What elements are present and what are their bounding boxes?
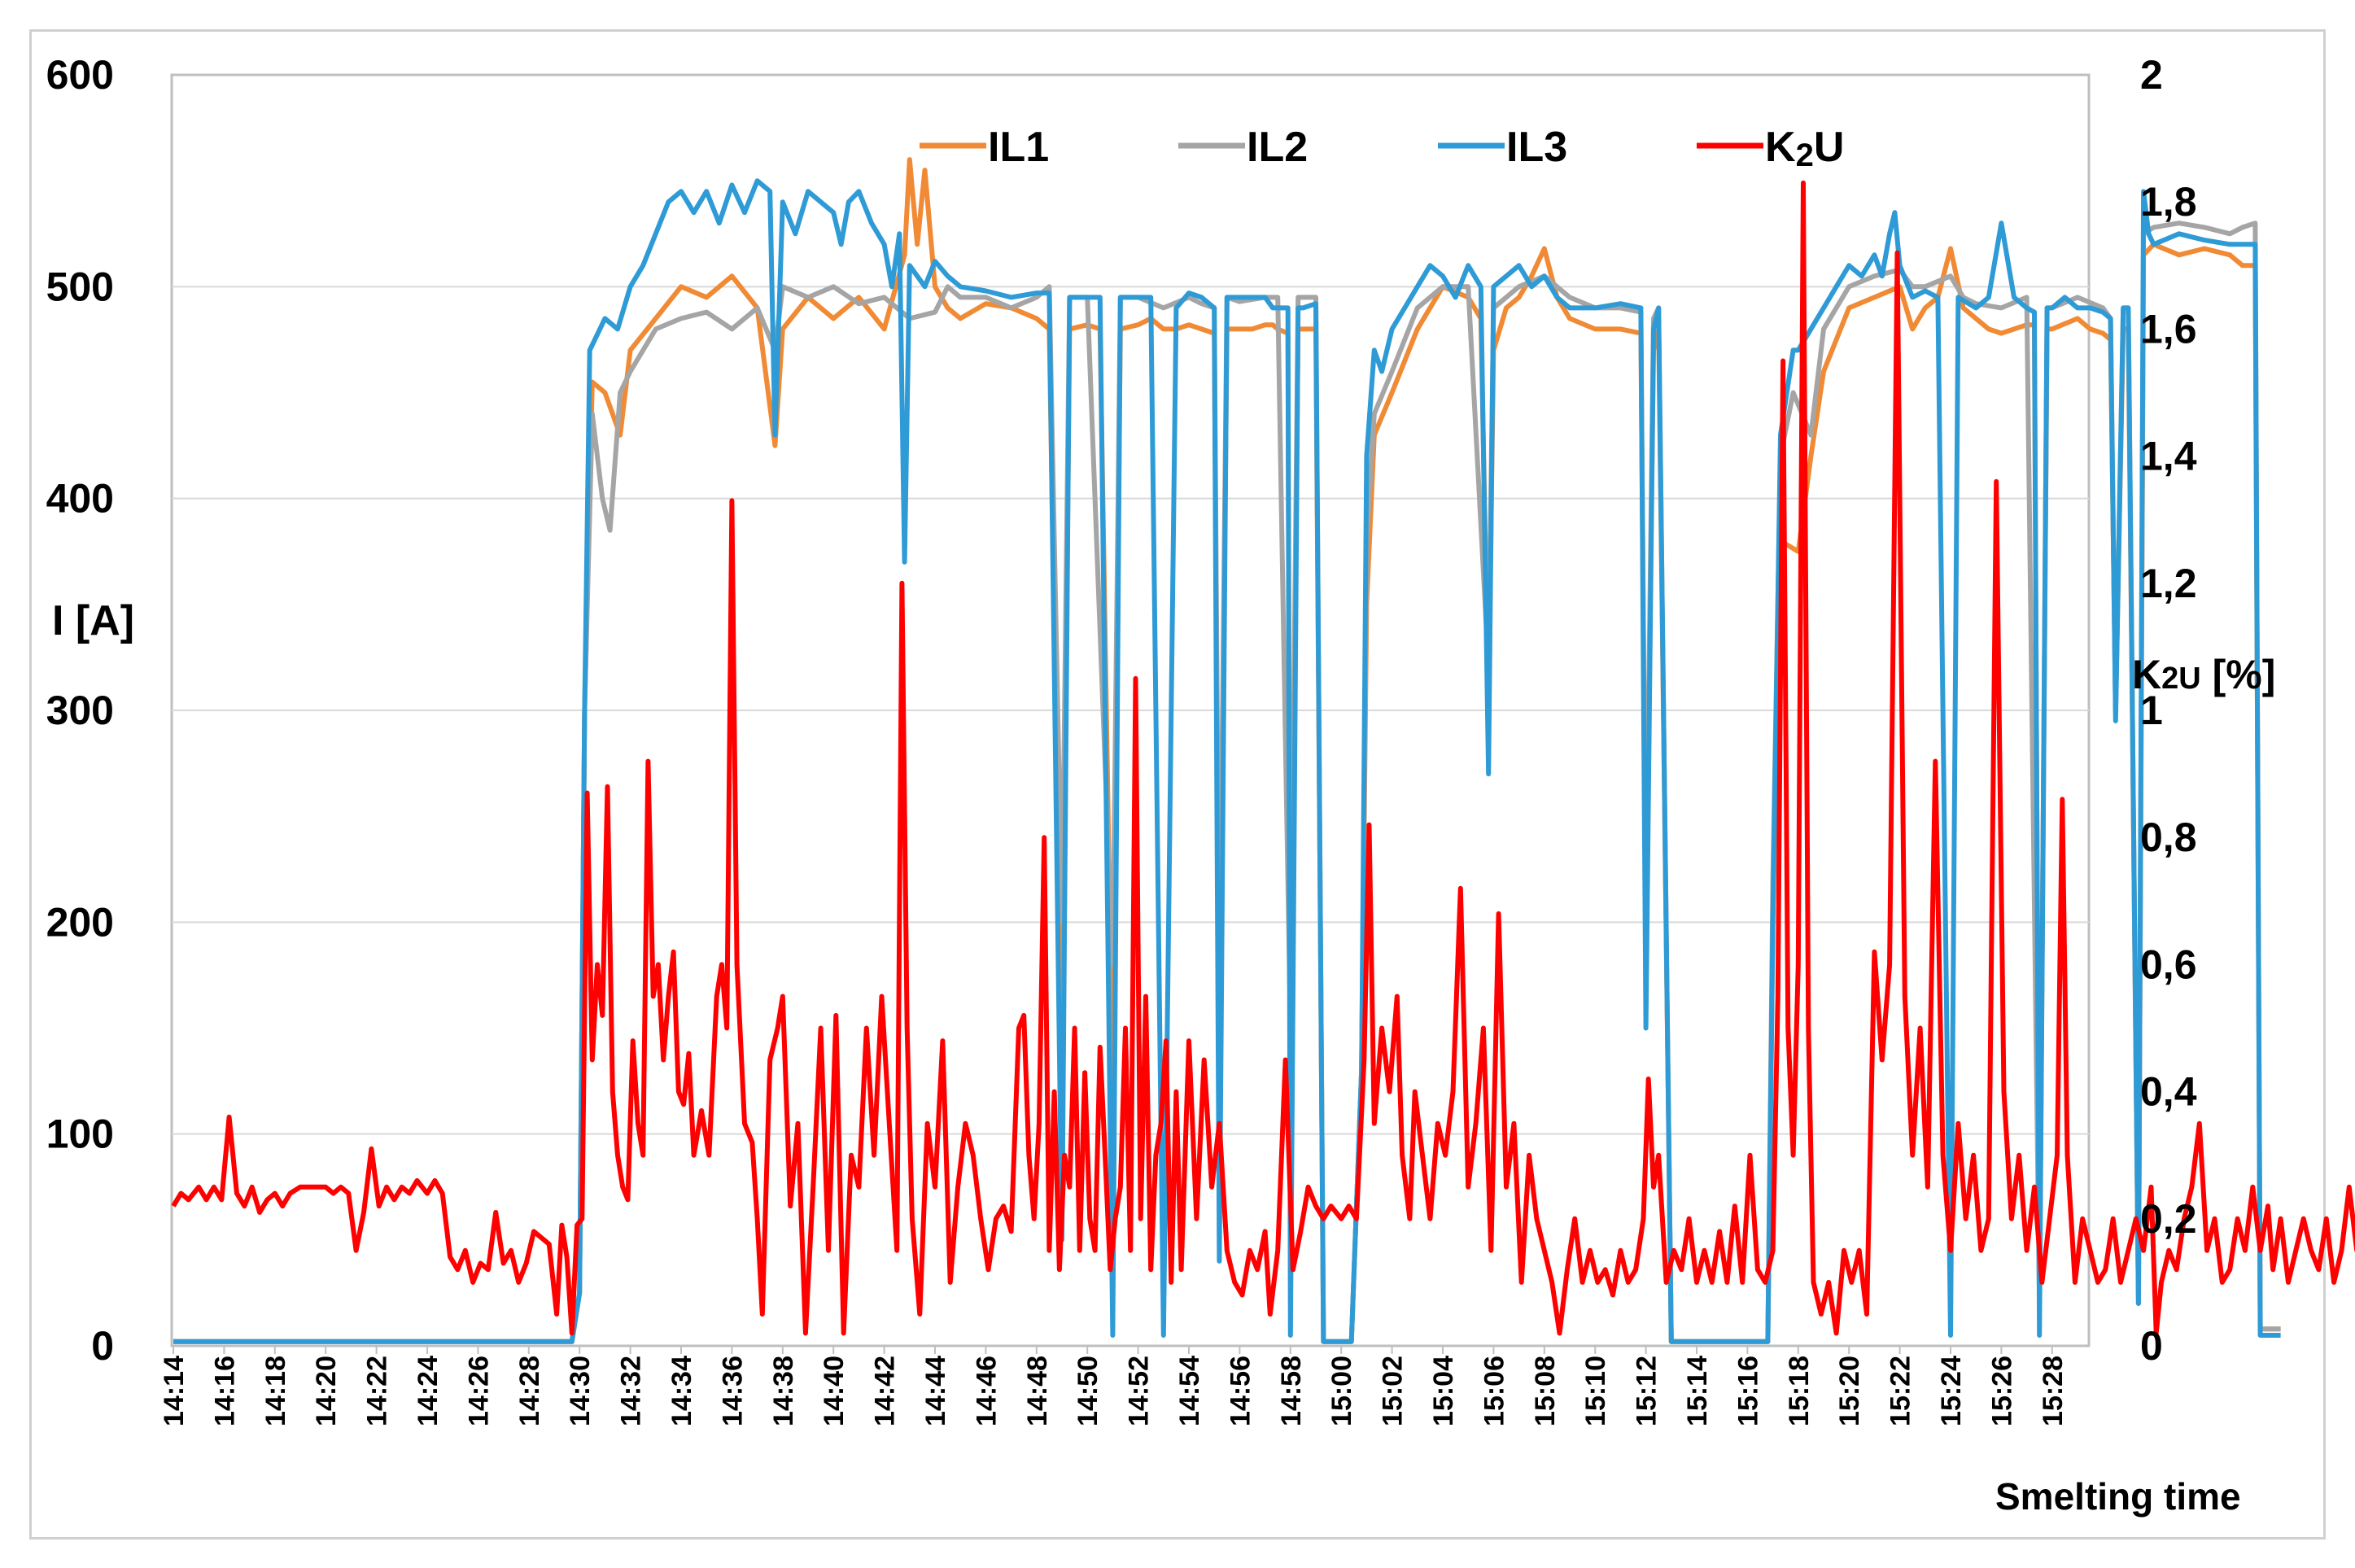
legend-label-k2u: K2U — [1765, 124, 1844, 173]
x-tick-label: 14:18 — [260, 1356, 291, 1426]
x-tick-label: 15:00 — [1326, 1356, 1357, 1426]
figure-frame — [29, 29, 2326, 1540]
y-right-tick-label: 0,6 — [2140, 941, 2197, 987]
x-tick-label: 14:14 — [159, 1356, 190, 1426]
x-tick-label: 14:26 — [463, 1356, 494, 1426]
y-right-tick-label: 2 — [2140, 52, 2163, 98]
x-tick-label: 14:30 — [565, 1356, 596, 1426]
x-tick-label: 15:06 — [1479, 1356, 1510, 1426]
y-left-tick-label: 500 — [46, 264, 114, 309]
x-axis-ticks: 14:14 14:16 14:18 14:20 14:22 14:24 14:26 14:28… — [159, 1346, 2069, 1426]
y-right-tick-label: 1,6 — [2140, 306, 2197, 352]
x-tick-label: 14:44 — [920, 1356, 951, 1426]
y-right-tick-label: 0 — [2140, 1323, 2163, 1369]
y-right-tick-label: 1,4 — [2140, 434, 2197, 479]
y-right-tick-label: 1,8 — [2140, 179, 2197, 225]
x-tick-label: 15:12 — [1632, 1356, 1662, 1426]
series-layer — [171, 157, 2355, 1344]
legend-label-il1: IL1 — [988, 124, 1049, 171]
y-axis-left-title: I [A] — [52, 597, 134, 644]
series-line-k2u — [171, 180, 2355, 1336]
x-tick-label: 15:16 — [1732, 1356, 1763, 1426]
y-right-tick-label: 1 — [2140, 688, 2163, 733]
y-right-tick-label: 0,4 — [2140, 1069, 2197, 1115]
x-tick-label: 14:46 — [971, 1356, 1002, 1426]
legend-item-il2: IL2 — [1178, 124, 1308, 171]
x-tick-label: 14:16 — [209, 1356, 240, 1426]
left-axis-ticks: 0 100 200 300 400 500 600 — [46, 52, 114, 1369]
y-left-tick-label: 0 — [91, 1323, 114, 1369]
x-tick-label: 14:28 — [514, 1356, 545, 1426]
x-tick-label: 14:48 — [1022, 1356, 1053, 1426]
y-right-tick-label: 0,8 — [2140, 815, 2197, 860]
x-tick-label: 15:14 — [1682, 1356, 1713, 1426]
x-tick-label: 14:42 — [870, 1356, 901, 1426]
x-tick-label: 14:32 — [616, 1356, 647, 1426]
x-tick-label: 14:58 — [1276, 1356, 1307, 1426]
x-tick-label: 14:24 — [413, 1356, 443, 1426]
x-tick-label: 14:54 — [1174, 1356, 1205, 1426]
series-line-il3 — [173, 178, 2281, 1344]
x-tick-label: 15:04 — [1428, 1356, 1459, 1426]
x-tick-label: 14:50 — [1073, 1356, 1103, 1426]
x-tick-label: 15:22 — [1885, 1356, 1916, 1426]
x-tick-label: 14:34 — [666, 1356, 697, 1426]
x-tick-label: 14:36 — [717, 1356, 748, 1426]
x-tick-label: 14:38 — [768, 1356, 799, 1426]
x-tick-label: 15:26 — [1986, 1356, 2017, 1426]
x-tick-label: 15:24 — [1936, 1356, 1967, 1426]
y-left-tick-label: 300 — [46, 688, 114, 733]
x-tick-label: 15:10 — [1580, 1356, 1611, 1426]
x-tick-label: 15:18 — [1784, 1356, 1815, 1426]
y-left-tick-label: 600 — [46, 52, 114, 98]
x-tick-label: 14:56 — [1225, 1356, 1256, 1426]
legend: IL1 IL2 IL3 K2U — [920, 124, 1844, 173]
y-right-tick-label: 0,2 — [2140, 1196, 2197, 1242]
y-left-tick-label: 400 — [46, 476, 114, 522]
legend-label-il2: IL2 — [1247, 124, 1308, 171]
legend-label-il3: IL3 — [1506, 124, 1567, 171]
y-right-tick-label: 1,2 — [2140, 561, 2197, 606]
legend-item-il3: IL3 — [1438, 124, 1567, 171]
right-axis-ticks: 0 0,2 0,4 0,6 0,8 1 1,2 1,4 1,6 1,8 2 — [2140, 52, 2197, 1369]
x-tick-label: 14:40 — [819, 1356, 850, 1426]
x-tick-label: 14:52 — [1124, 1356, 1155, 1426]
x-tick-label: 15:20 — [1834, 1356, 1865, 1426]
x-tick-label: 15:08 — [1530, 1356, 1561, 1426]
x-tick-label: 15:28 — [2038, 1356, 2069, 1426]
x-tick-label: 15:02 — [1378, 1356, 1409, 1426]
x-tick-label: 14:22 — [362, 1356, 393, 1426]
y-axis-right-title: K2U [%] — [2132, 652, 2275, 697]
legend-item-il1: IL1 — [920, 124, 1049, 171]
legend-item-k2u: K2U — [1697, 124, 1844, 173]
y-left-tick-label: 100 — [46, 1112, 114, 1157]
x-axis-title: Smelting time — [1995, 1475, 2241, 1518]
x-tick-label: 14:20 — [311, 1356, 342, 1426]
y-left-tick-label: 200 — [46, 899, 114, 945]
